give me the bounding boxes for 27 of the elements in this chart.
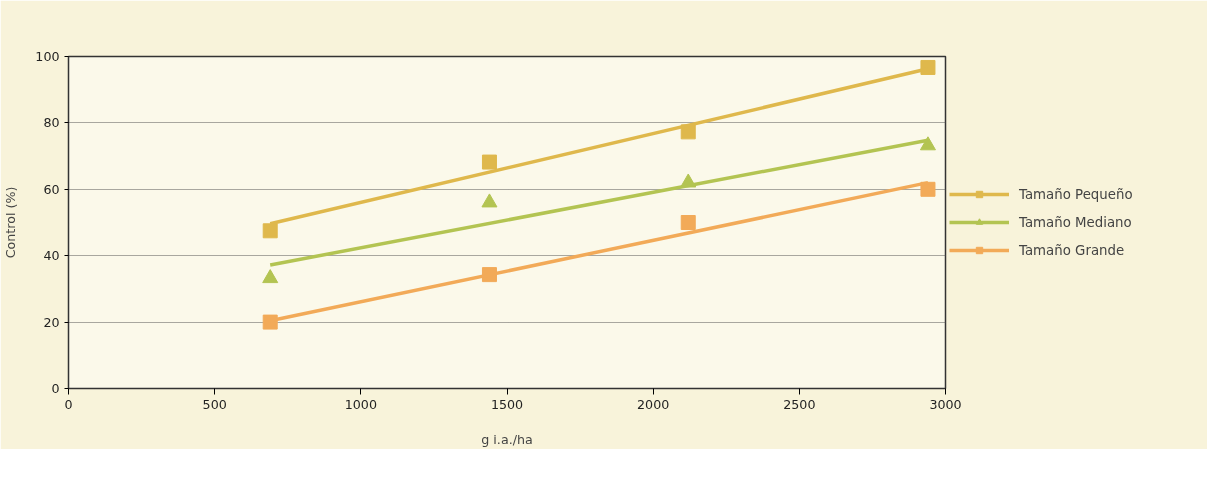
y-tick-label: 100 — [35, 49, 60, 64]
point — [481, 154, 497, 170]
x-tick-label: 1500 — [490, 396, 524, 412]
y-tick-label: 20 — [43, 314, 60, 330]
y-tick-label: 80 — [43, 115, 60, 131]
point — [919, 136, 936, 151]
point — [920, 181, 936, 197]
point — [481, 193, 498, 208]
x-tick-label: 500 — [202, 396, 227, 412]
x-tick-label: 2000 — [637, 396, 670, 412]
point — [262, 314, 278, 330]
y-tick-label: 40 — [43, 248, 60, 264]
point — [262, 223, 278, 239]
legend-label: Tamaño Grande — [1019, 242, 1125, 258]
y-axis-title: Control (%) — [3, 186, 19, 259]
point — [262, 269, 279, 284]
legend-label: Tamaño Mediano — [1019, 214, 1132, 230]
y-tick-label: 0 — [51, 381, 60, 396]
x-tick-label: 0 — [64, 396, 73, 412]
point — [920, 59, 936, 75]
x-tick-label: 3000 — [929, 396, 962, 412]
point — [680, 215, 696, 230]
x-axis-title: g i.a./ha — [481, 431, 533, 447]
y-tick-label: 60 — [43, 181, 60, 197]
legend-label: Tamaño Pequeño — [1019, 186, 1133, 202]
x-tick-label: 1000 — [344, 396, 377, 412]
x-tick-label: 2500 — [783, 396, 816, 412]
